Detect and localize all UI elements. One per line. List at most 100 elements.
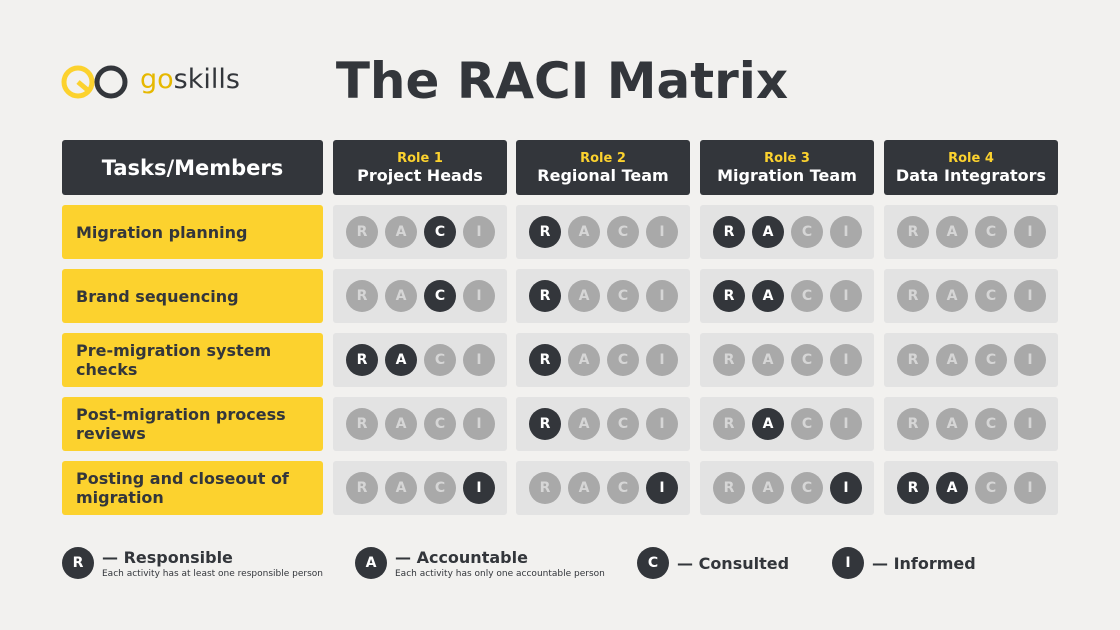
- raci-circle: I: [646, 280, 678, 312]
- raci-circle: R: [897, 216, 929, 248]
- logo-skills: skills: [173, 64, 240, 95]
- role-label: Role 2: [580, 150, 626, 166]
- raci-circle: A: [936, 472, 968, 504]
- raci-circle: I: [830, 344, 862, 376]
- role-header: Role 2 Regional Team: [516, 140, 690, 195]
- raci-circle: R: [346, 280, 378, 312]
- raci-circle: C: [424, 472, 456, 504]
- role-name: Project Heads: [357, 165, 483, 185]
- legend-label: — Accountable: [395, 548, 528, 567]
- raci-circle: A: [752, 216, 784, 248]
- raci-circle: R: [713, 408, 745, 440]
- raci-circle: R: [346, 472, 378, 504]
- role-name: Migration Team: [717, 165, 857, 185]
- raci-circle: I: [463, 216, 495, 248]
- legend-circle: A: [355, 547, 387, 579]
- raci-circle: R: [713, 216, 745, 248]
- raci-circle: C: [975, 408, 1007, 440]
- raci-circle: I: [1014, 344, 1046, 376]
- raci-circle: R: [713, 344, 745, 376]
- raci-circle: A: [568, 408, 600, 440]
- legend-circle: R: [62, 547, 94, 579]
- legend-circle: I: [832, 547, 864, 579]
- role-header: Role 1 Project Heads: [333, 140, 507, 195]
- raci-circle: I: [463, 344, 495, 376]
- raci-circle: A: [385, 472, 417, 504]
- raci-circle: R: [897, 280, 929, 312]
- raci-circle: R: [346, 344, 378, 376]
- role-header: Role 3 Migration Team: [700, 140, 874, 195]
- raci-circle: A: [936, 344, 968, 376]
- raci-circle: C: [975, 280, 1007, 312]
- raci-circle: C: [975, 216, 1007, 248]
- logo-go: go: [140, 64, 174, 95]
- raci-circle: R: [529, 280, 561, 312]
- raci-circle: R: [346, 408, 378, 440]
- raci-circle: C: [975, 472, 1007, 504]
- raci-circle: R: [713, 280, 745, 312]
- role-label: Role 3: [764, 150, 810, 166]
- legend-circle: C: [637, 547, 669, 579]
- legend-label: — Responsible: [102, 548, 233, 567]
- raci-circle: A: [385, 216, 417, 248]
- raci-circle: C: [607, 472, 639, 504]
- legend-description: Each activity has at least one responsib…: [102, 569, 323, 579]
- raci-circle: A: [752, 408, 784, 440]
- raci-circle: R: [529, 344, 561, 376]
- raci-circle: R: [529, 472, 561, 504]
- raci-circle: I: [463, 280, 495, 312]
- raci-circle: C: [424, 280, 456, 312]
- raci-circle: A: [385, 280, 417, 312]
- task-label: Migration planning: [62, 205, 323, 259]
- raci-circle: A: [936, 280, 968, 312]
- raci-circle: I: [1014, 216, 1046, 248]
- raci-circle: A: [752, 472, 784, 504]
- legend-description: Each activity has only one accountable p…: [395, 569, 605, 579]
- raci-circle: I: [646, 216, 678, 248]
- raci-circle: I: [830, 408, 862, 440]
- raci-circle: I: [646, 472, 678, 504]
- raci-circle: I: [463, 408, 495, 440]
- raci-circle: C: [607, 216, 639, 248]
- raci-circle: C: [791, 344, 823, 376]
- raci-circle: I: [830, 280, 862, 312]
- raci-circle: I: [830, 472, 862, 504]
- task-label: Brand sequencing: [62, 269, 323, 323]
- raci-circle: C: [607, 344, 639, 376]
- role-header: Role 4 Data Integrators: [884, 140, 1058, 195]
- raci-circle: I: [463, 472, 495, 504]
- legend-label: — Consulted: [677, 554, 790, 573]
- task-label: Posting and closeout of migration: [62, 461, 323, 515]
- raci-circle: C: [424, 408, 456, 440]
- raci-circle: A: [752, 344, 784, 376]
- raci-circle: C: [791, 408, 823, 440]
- raci-circle: C: [607, 280, 639, 312]
- raci-circle: C: [791, 280, 823, 312]
- raci-circle: A: [385, 408, 417, 440]
- raci-circle: C: [424, 216, 456, 248]
- raci-circle: R: [897, 344, 929, 376]
- legend-label: — Informed: [872, 554, 976, 573]
- task-label: Pre-migration system checks: [62, 333, 323, 387]
- raci-circle: I: [1014, 280, 1046, 312]
- raci-circle: C: [791, 216, 823, 248]
